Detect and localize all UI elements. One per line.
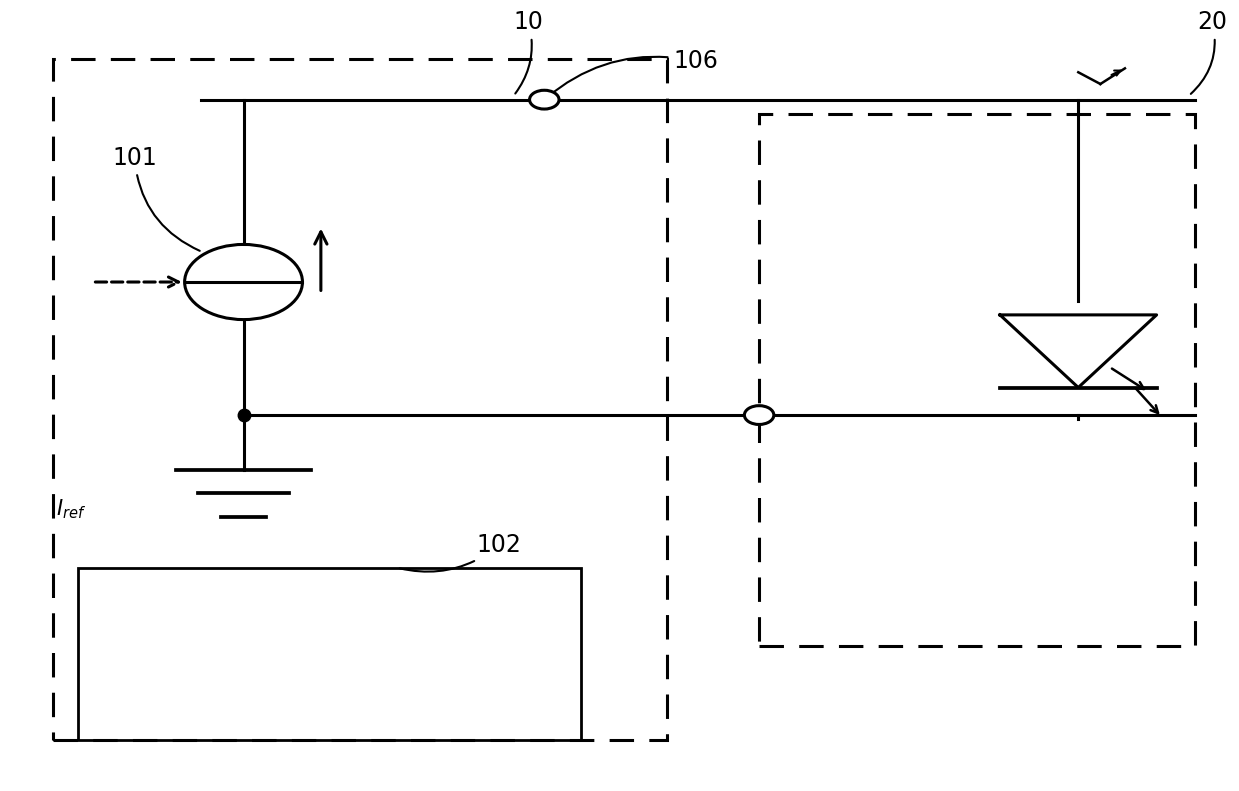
- Text: 10: 10: [514, 10, 544, 93]
- Text: 106: 106: [546, 49, 719, 98]
- Text: 20: 20: [1191, 10, 1228, 94]
- Bar: [760, 114, 1194, 646]
- Bar: [78, 568, 581, 740]
- Circle shape: [529, 90, 559, 109]
- Circle shape: [745, 406, 774, 425]
- Text: 102: 102: [400, 533, 522, 572]
- Bar: [53, 59, 667, 740]
- Text: 101: 101: [113, 146, 199, 251]
- Text: $I_{ref}$: $I_{ref}$: [56, 498, 85, 520]
